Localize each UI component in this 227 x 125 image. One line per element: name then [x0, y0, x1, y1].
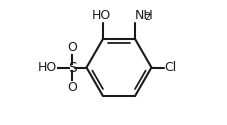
Text: 2: 2 — [144, 12, 150, 22]
Text: HO: HO — [91, 9, 111, 22]
Text: HO: HO — [38, 61, 57, 74]
Text: S: S — [67, 60, 76, 74]
Text: O: O — [67, 41, 77, 54]
Text: NH: NH — [135, 9, 153, 22]
Text: Cl: Cl — [164, 61, 176, 74]
Text: O: O — [67, 81, 77, 94]
